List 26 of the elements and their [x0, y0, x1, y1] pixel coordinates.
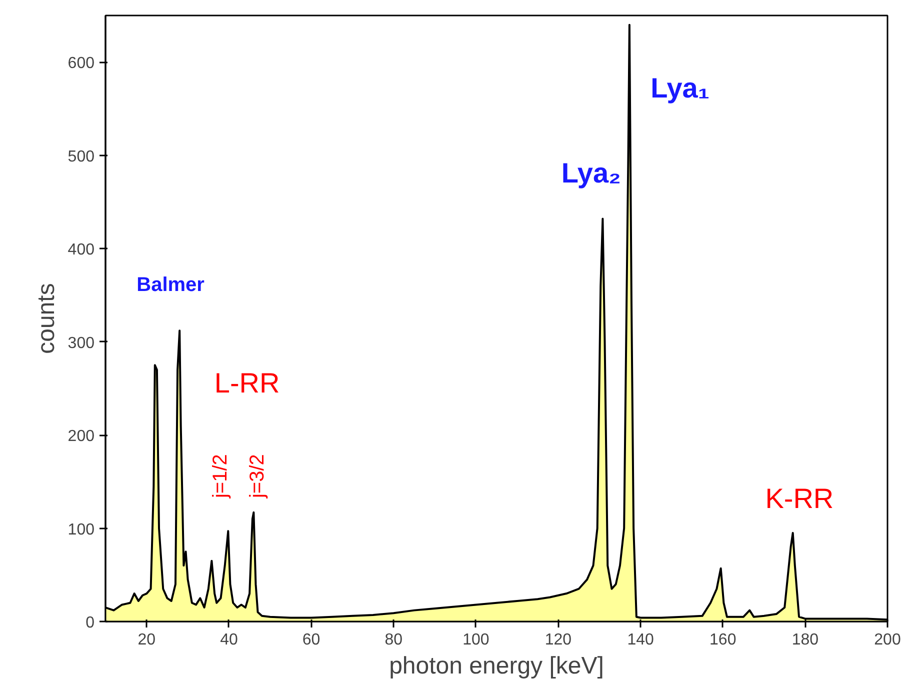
y-tick-label: 400 [68, 242, 95, 259]
y-tick-label: 100 [68, 521, 95, 538]
y-tick-label: 500 [68, 148, 95, 166]
x-tick-label: 140 [627, 632, 654, 648]
annotation: K-RR [765, 482, 834, 514]
y-tick-label: 0 [86, 614, 95, 632]
y-tick-label: 600 [68, 55, 95, 72]
y-tick-label: 200 [68, 428, 95, 446]
x-tick-label: 120 [544, 632, 572, 648]
x-tick-label: 60 [302, 632, 320, 648]
annotation: Lya₁ [650, 72, 710, 104]
annotation: L-RR [214, 367, 280, 398]
x-tick-label: 180 [792, 632, 819, 648]
annotation: Lya₂ [561, 158, 621, 189]
y-axis-title: counts [32, 283, 60, 354]
annotation: j=1/2 [210, 454, 232, 500]
x-tick-label: 200 [874, 632, 901, 648]
annotation: Balmer [136, 274, 205, 296]
x-tick-label: 20 [138, 632, 156, 648]
x-axis-title: photon energy [keV] [389, 652, 604, 680]
x-tick-label: 100 [462, 632, 490, 648]
x-tick-label: 160 [710, 632, 736, 648]
x-tick-label: 80 [384, 632, 403, 648]
annotation: j=3/2 [246, 454, 268, 500]
x-tick-label: 40 [220, 632, 238, 648]
y-tick-label: 300 [68, 334, 95, 352]
